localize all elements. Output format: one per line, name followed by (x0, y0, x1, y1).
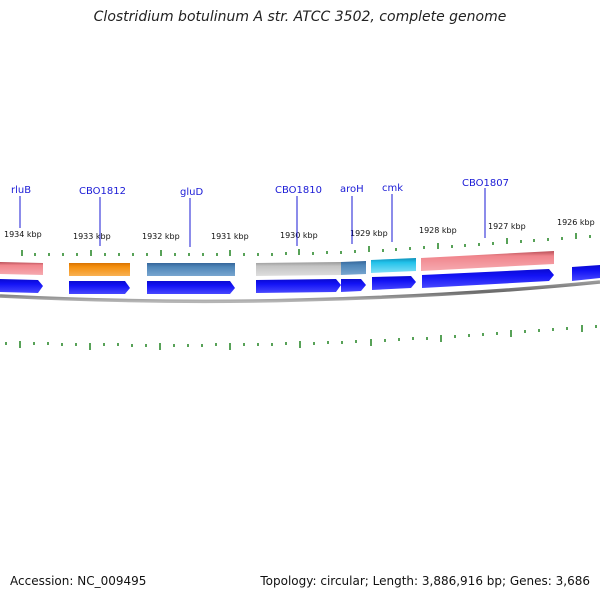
gene-label-cmk[interactable]: cmk (382, 183, 403, 194)
outer-ticks (21, 233, 591, 256)
tick-label: 1927 kbp (488, 222, 526, 231)
gene-label-cbo1812[interactable]: CBO1812 (79, 186, 126, 197)
genome-summary: Topology: circular; Length: 3,886,916 bp… (260, 574, 590, 588)
cds-arrow[interactable] (256, 279, 341, 293)
tick-label: 1928 kbp (419, 226, 457, 235)
tick-label: 1932 kbp (142, 232, 180, 241)
tick-label: 1926 kbp (557, 218, 595, 227)
tick-label: 1931 kbp (211, 232, 249, 241)
gene-label-cbo1807[interactable]: CBO1807 (462, 178, 509, 189)
gene-label-glud[interactable]: gluD (180, 187, 203, 198)
cds-arrow[interactable] (0, 279, 43, 293)
accession-label: Accession: NC_009495 (10, 574, 147, 588)
tick-label: 1930 kbp (280, 231, 318, 240)
tick-labels: 1934 kbp 1933 kbp 1932 kbp 1931 kbp 1930… (4, 218, 595, 241)
genome-backbone (0, 280, 600, 304)
gene-label-aroh[interactable]: aroH (340, 184, 364, 195)
inner-ticks (5, 325, 597, 350)
cds-arrow[interactable] (372, 276, 416, 290)
gene-feature-cmk[interactable] (371, 258, 416, 273)
gene-label-lines (19, 188, 486, 247)
tick-label: 1929 kbp (350, 229, 388, 238)
cds-arrow[interactable] (147, 281, 235, 294)
gene-labels: rluB CBO1812 gluD CBO1810 aroH cmk CBO18… (11, 178, 509, 198)
cds-arrow[interactable] (69, 281, 130, 294)
gene-features (0, 251, 554, 276)
cds-strand (0, 265, 600, 294)
genome-title: Clostridium botulinum A str. ATCC 3502, … (93, 9, 507, 25)
gene-label-cbo1810[interactable]: CBO1810 (275, 185, 322, 196)
gene-feature-cbo1810[interactable] (256, 262, 341, 276)
gene-feature-cbo1812[interactable] (69, 263, 130, 276)
gene-feature-aroh[interactable] (341, 261, 366, 275)
tick-label: 1934 kbp (4, 230, 42, 239)
tick-label: 1933 kbp (73, 232, 111, 241)
gene-feature-rlub[interactable] (0, 262, 43, 275)
cds-arrow[interactable] (422, 269, 554, 288)
gene-feature-cbo1807[interactable] (421, 251, 554, 271)
gene-feature-glud[interactable] (147, 263, 235, 276)
cds-arrow[interactable] (341, 279, 366, 292)
cds-arrow[interactable] (572, 265, 600, 281)
gene-label-rlub[interactable]: rluB (11, 185, 31, 196)
